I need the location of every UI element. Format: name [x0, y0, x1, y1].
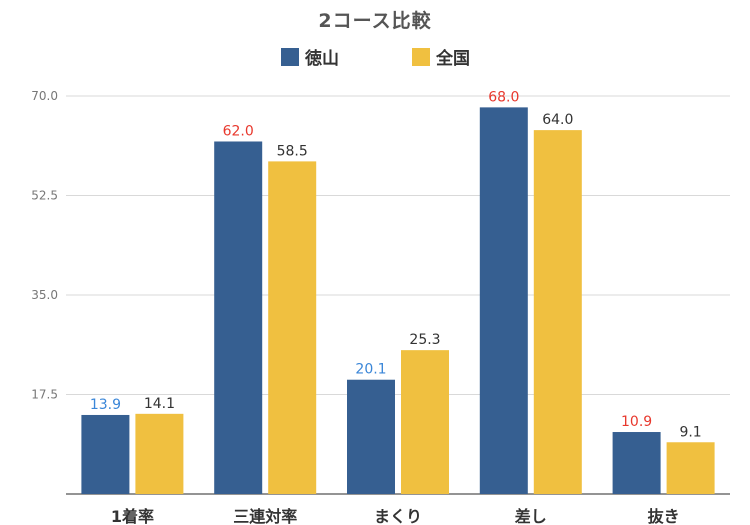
bar-national	[135, 413, 184, 494]
x-tick-label: 三連対率	[233, 507, 297, 525]
data-label-tokuyama: 68.0	[488, 89, 519, 105]
data-label-tokuyama: 13.9	[90, 397, 121, 413]
bar-national	[533, 130, 582, 494]
bar-national	[401, 350, 449, 494]
bar-national	[268, 161, 317, 494]
legend: 徳山 全国	[0, 44, 750, 70]
legend-swatch-tokuyama	[281, 47, 299, 66]
bar-tokuyama	[81, 414, 130, 494]
legend-swatch-national	[412, 47, 430, 66]
data-label-tokuyama: 62.0	[223, 123, 254, 139]
data-label-tokuyama: 20.1	[355, 362, 386, 378]
x-tick-label: 1着率	[111, 507, 154, 525]
legend-item-national: 全国	[412, 44, 470, 69]
bar-tokuyama	[347, 379, 395, 494]
legend-label-tokuyama: 徳山	[305, 49, 339, 69]
y-tick-label: 70.0	[31, 89, 58, 103]
x-tick-label: 抜き	[648, 507, 680, 525]
data-label-national: 64.0	[542, 112, 573, 128]
chart-title: 2コース比較	[318, 10, 432, 32]
data-label-national: 25.3	[409, 332, 440, 348]
y-tick-label: 52.5	[31, 189, 58, 203]
bar-tokuyama	[479, 107, 528, 494]
y-tick-label: 17.5	[31, 388, 58, 402]
legend-label-national: 全国	[436, 49, 470, 69]
y-tick-label: 35.0	[31, 288, 58, 302]
bar-tokuyama	[214, 141, 263, 494]
x-tick-label: 差し	[515, 507, 547, 525]
bar-tokuyama	[612, 432, 661, 494]
legend-item-tokuyama: 徳山	[281, 44, 339, 69]
data-label-national: 14.1	[144, 396, 175, 412]
data-label-national: 58.5	[277, 143, 308, 159]
data-label-national: 9.1	[679, 424, 701, 440]
bar-national	[666, 442, 715, 494]
x-tick-label: まくり	[374, 507, 422, 525]
data-label-tokuyama: 10.9	[621, 414, 652, 430]
